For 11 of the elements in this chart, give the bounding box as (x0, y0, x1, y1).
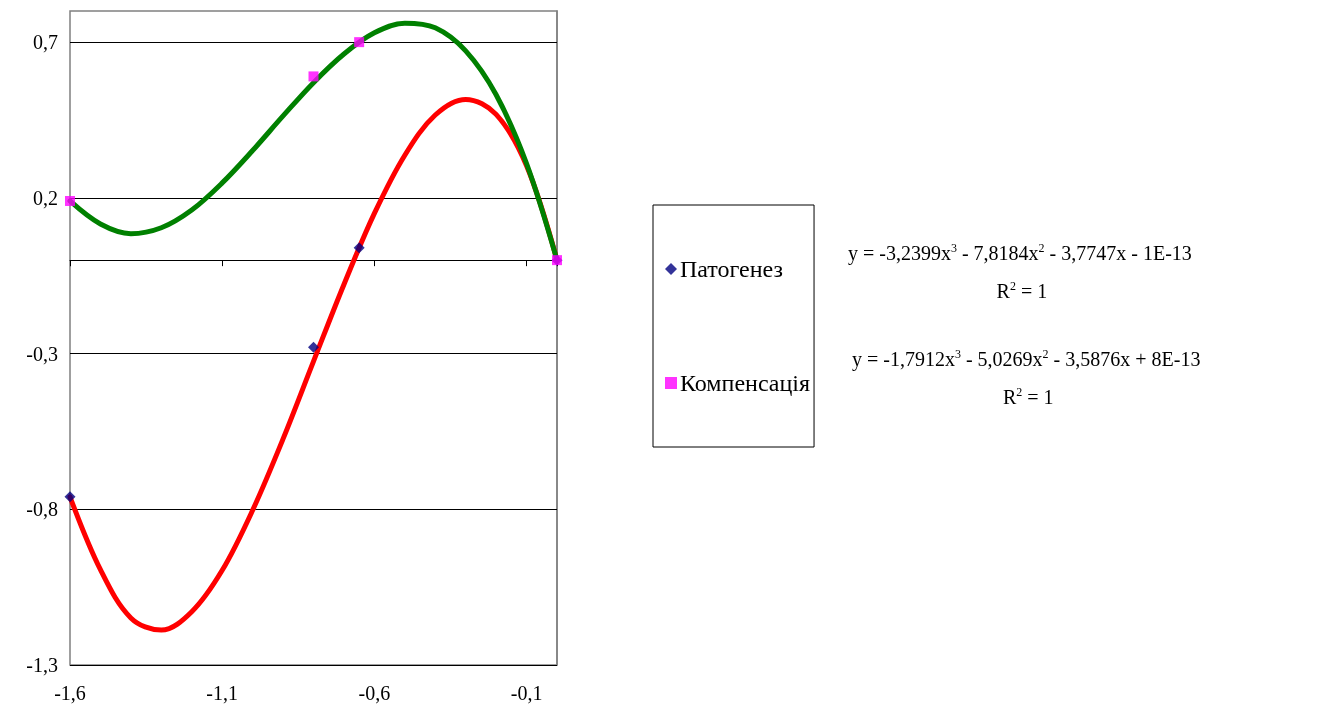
y-tick-label: 0,7 (33, 31, 58, 54)
y-tick-label: -0,3 (26, 342, 58, 365)
x-tick-label: -0,6 (358, 682, 391, 704)
y-tick-label: -1,3 (26, 654, 58, 676)
x-tick-label: -1,6 (54, 682, 86, 704)
y-tick-label: -0,8 (26, 498, 58, 521)
y-tick-label: 0,2 (33, 186, 58, 209)
x-tick-label: -1,1 (206, 682, 239, 704)
legend-label: Компенсація (680, 370, 811, 396)
x-tick-label: -0,1 (510, 682, 543, 704)
legend-label: Патогенез (680, 256, 783, 282)
